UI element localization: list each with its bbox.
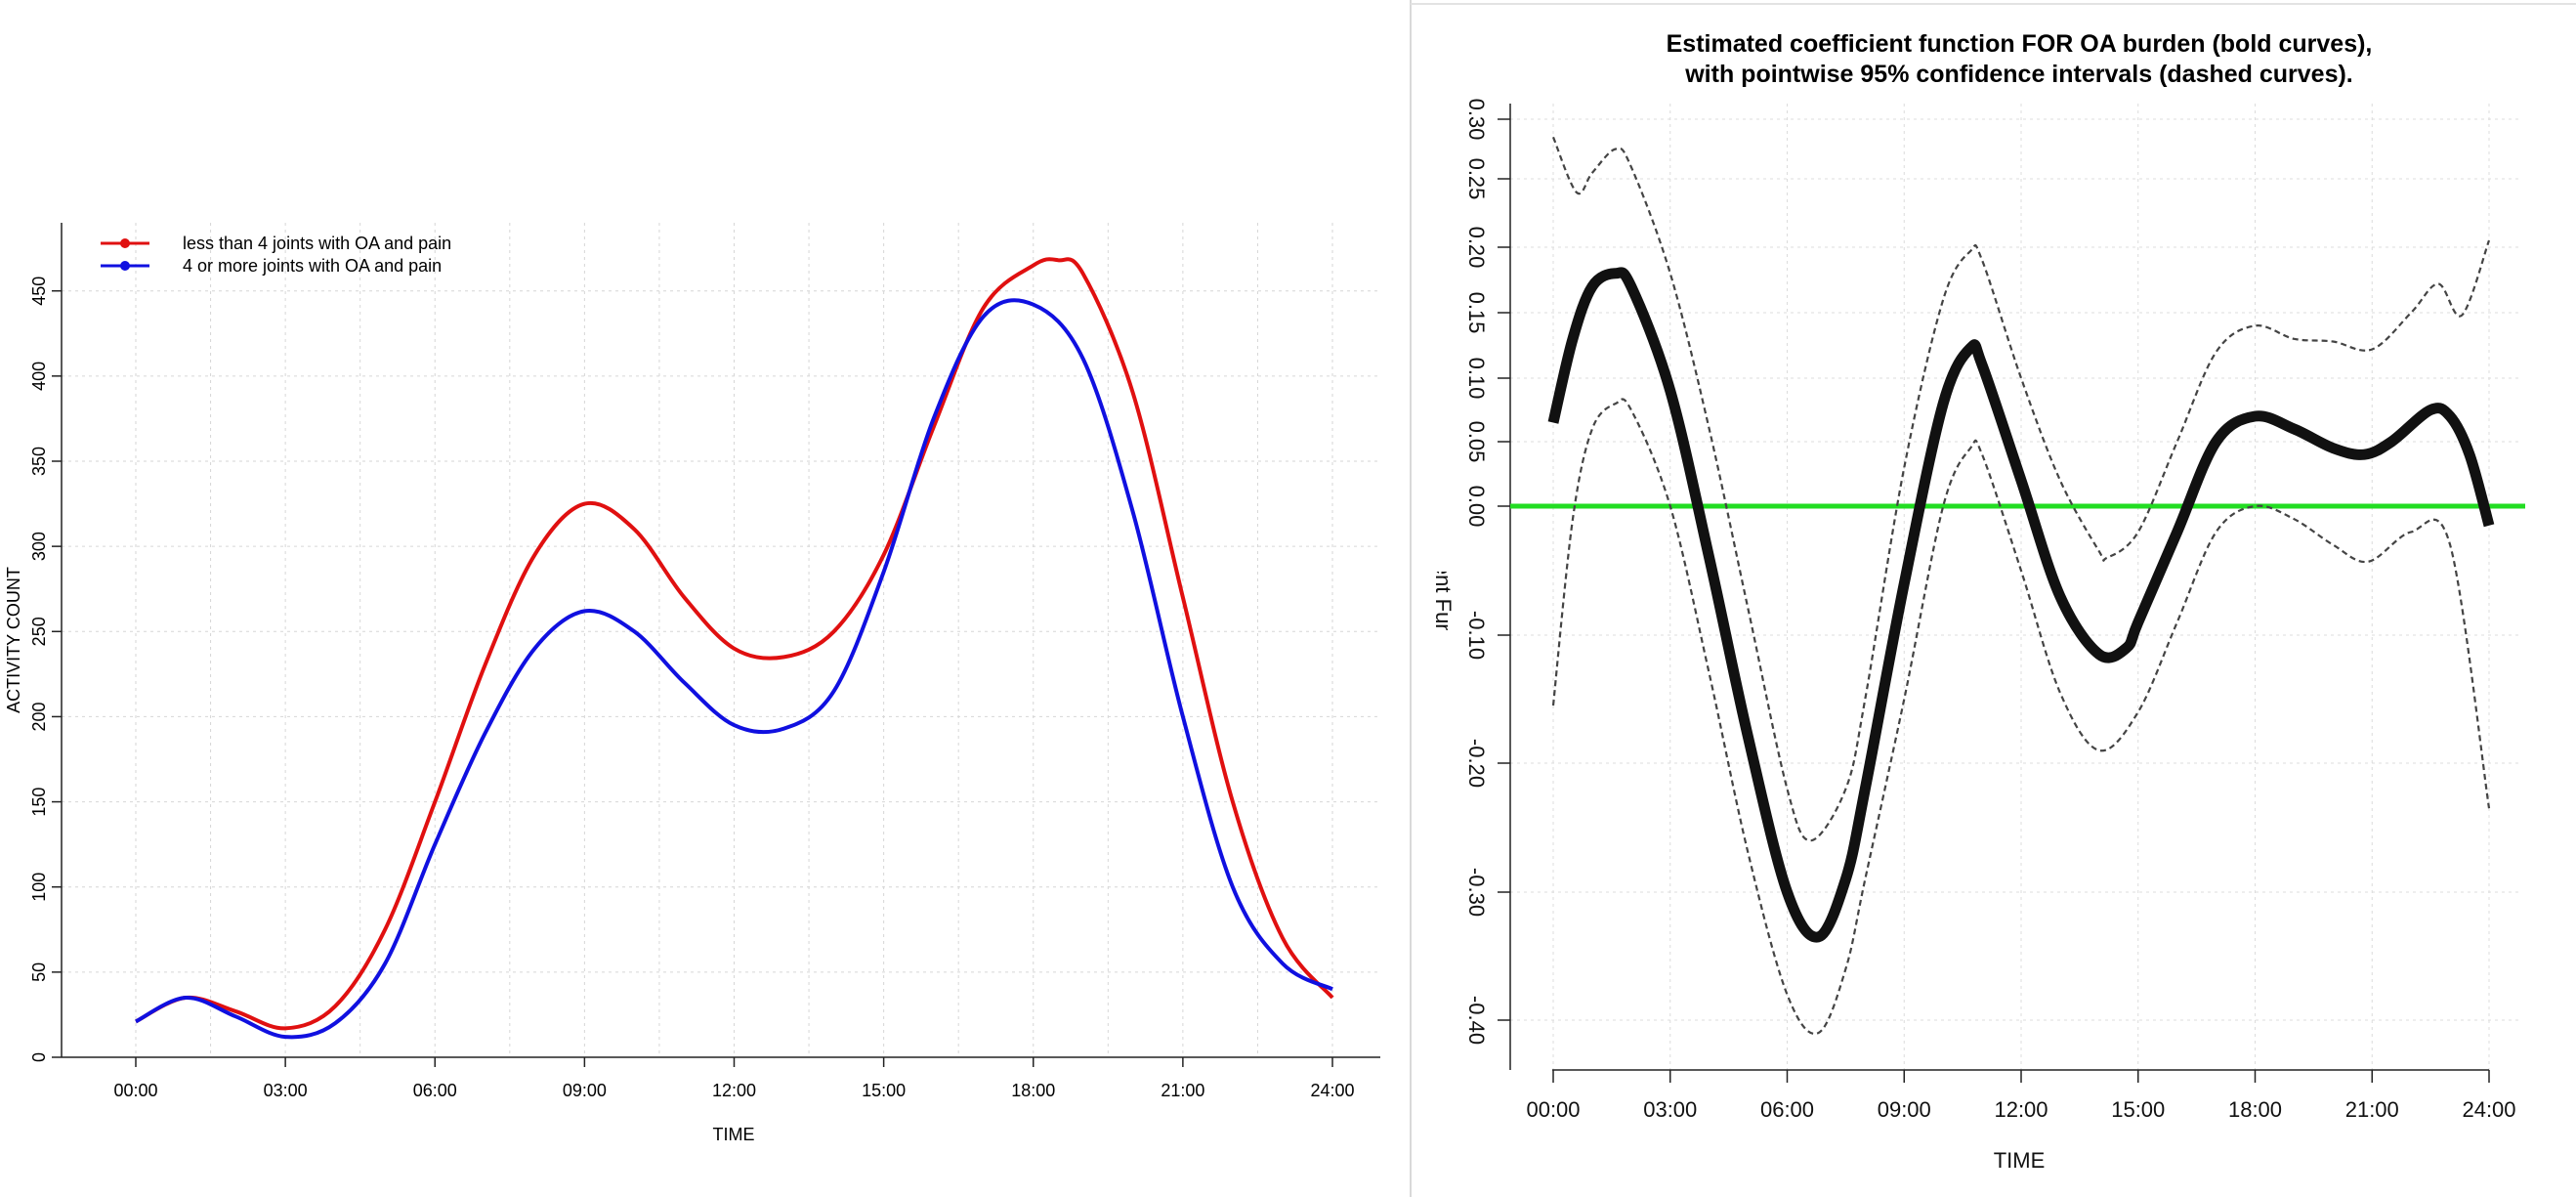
right-y-tick-label: 0.20 xyxy=(1464,227,1489,269)
right-x-tick-label: 00:00 xyxy=(1526,1097,1580,1122)
left-y-tick-label: 150 xyxy=(29,788,49,817)
left-y-ticks: 0 50 100 150 200 250 300 350 400 450 xyxy=(29,277,62,1062)
estimate-curve xyxy=(1547,267,2495,943)
left-x-tick-label: 06:00 xyxy=(413,1081,457,1100)
left-y-tick-label: 50 xyxy=(29,962,49,982)
right-y-tick-label: -0.30 xyxy=(1464,868,1489,917)
right-y-tick-label: 0.00 xyxy=(1464,486,1489,528)
right-y-tick-label: 0.10 xyxy=(1464,358,1489,400)
left-x-axis-title: TIME xyxy=(713,1125,755,1144)
right-chart-subtitle: with pointwise 95% confidence intervals … xyxy=(1684,61,2353,88)
right-x-tick-label: 15:00 xyxy=(2111,1097,2165,1122)
left-x-tick-label: 12:00 xyxy=(712,1081,756,1100)
coefficient-function-chart: Estimated coefficient function FOR OA bu… xyxy=(1431,30,2525,1173)
series-line-blue xyxy=(135,298,1333,1040)
activity-count-chart: 0 50 100 150 200 250 300 350 400 450 00:00 03:00 06… xyxy=(4,223,1380,1144)
series-line-red xyxy=(135,257,1334,1031)
right-y-axis-title-clip: Coefficient Function xyxy=(1431,492,1456,681)
legend-marker-red xyxy=(120,238,130,248)
right-y-tick-label: 0.30 xyxy=(1464,99,1489,141)
right-x-tick-label: 24:00 xyxy=(2462,1097,2515,1122)
right-x-tick-label: 09:00 xyxy=(1878,1097,1931,1122)
left-y-tick-label: 100 xyxy=(29,873,49,902)
left-x-ticks: 00:00 03:00 06:00 09:00 12:00 15:00 18:00 21:00… xyxy=(113,1057,1355,1100)
left-y-tick-label: 200 xyxy=(29,702,49,731)
left-y-tick-label: 300 xyxy=(29,532,49,561)
right-x-tick-label: 12:00 xyxy=(1994,1097,2048,1122)
left-y-tick-label: 350 xyxy=(29,447,49,476)
right-x-tick-label: 06:00 xyxy=(1760,1097,1814,1122)
right-series xyxy=(1547,136,2495,1036)
left-x-tick-label: 00:00 xyxy=(113,1081,157,1100)
right-x-ticks: 00:00 03:00 06:00 09:00 12:00 15:00 18:00 21:00… xyxy=(1526,1070,2516,1122)
right-x-axis-title: TIME xyxy=(1994,1148,2046,1173)
right-x-tick-label: 18:00 xyxy=(2228,1097,2282,1122)
left-y-tick-label: 250 xyxy=(29,617,49,646)
left-x-tick-label: 18:00 xyxy=(1011,1081,1055,1100)
legend-label-blue: 4 or more joints with OA and pain xyxy=(183,256,442,276)
lower-ci-curve xyxy=(1551,398,2491,1036)
left-y-tick-label: 0 xyxy=(29,1052,49,1062)
legend-marker-blue xyxy=(120,261,130,271)
left-x-tick-label: 21:00 xyxy=(1161,1081,1204,1100)
legend-label-red: less than 4 joints with OA and pain xyxy=(183,234,451,253)
right-y-tick-label: -0.20 xyxy=(1464,739,1489,788)
left-x-tick-label: 24:00 xyxy=(1310,1081,1354,1100)
right-y-tick-label: 0.15 xyxy=(1464,292,1489,334)
left-x-tick-label: 03:00 xyxy=(264,1081,308,1100)
left-x-tick-label: 09:00 xyxy=(563,1081,607,1100)
right-chart-title: Estimated coefficient function FOR OA bu… xyxy=(1667,30,2373,58)
left-grid xyxy=(62,223,1380,1058)
upper-ci-curve xyxy=(1551,136,2491,842)
left-series xyxy=(135,257,1334,1040)
right-x-tick-label: 21:00 xyxy=(2345,1097,2399,1122)
right-y-tick-label: 0.05 xyxy=(1464,421,1489,463)
right-y-tick-label: -0.40 xyxy=(1464,996,1489,1045)
left-legend: less than 4 joints with OA and pain 4 or… xyxy=(101,234,451,276)
right-y-tick-label: 0.25 xyxy=(1464,158,1489,200)
left-x-tick-label: 15:00 xyxy=(862,1081,906,1100)
right-y-axis-title: Coefficient Function xyxy=(1431,492,1456,681)
left-y-tick-label: 400 xyxy=(29,362,49,391)
left-y-axis-title: ACTIVITY COUNT xyxy=(4,567,23,713)
right-x-tick-label: 03:00 xyxy=(1643,1097,1697,1122)
right-y-ticks: -0.40 -0.30 -0.20 -0.10 0.00 0.05 0.10 0.15 0.20… xyxy=(1464,99,1510,1045)
right-y-tick-label: -0.10 xyxy=(1464,611,1489,660)
left-y-tick-label: 450 xyxy=(29,277,49,306)
